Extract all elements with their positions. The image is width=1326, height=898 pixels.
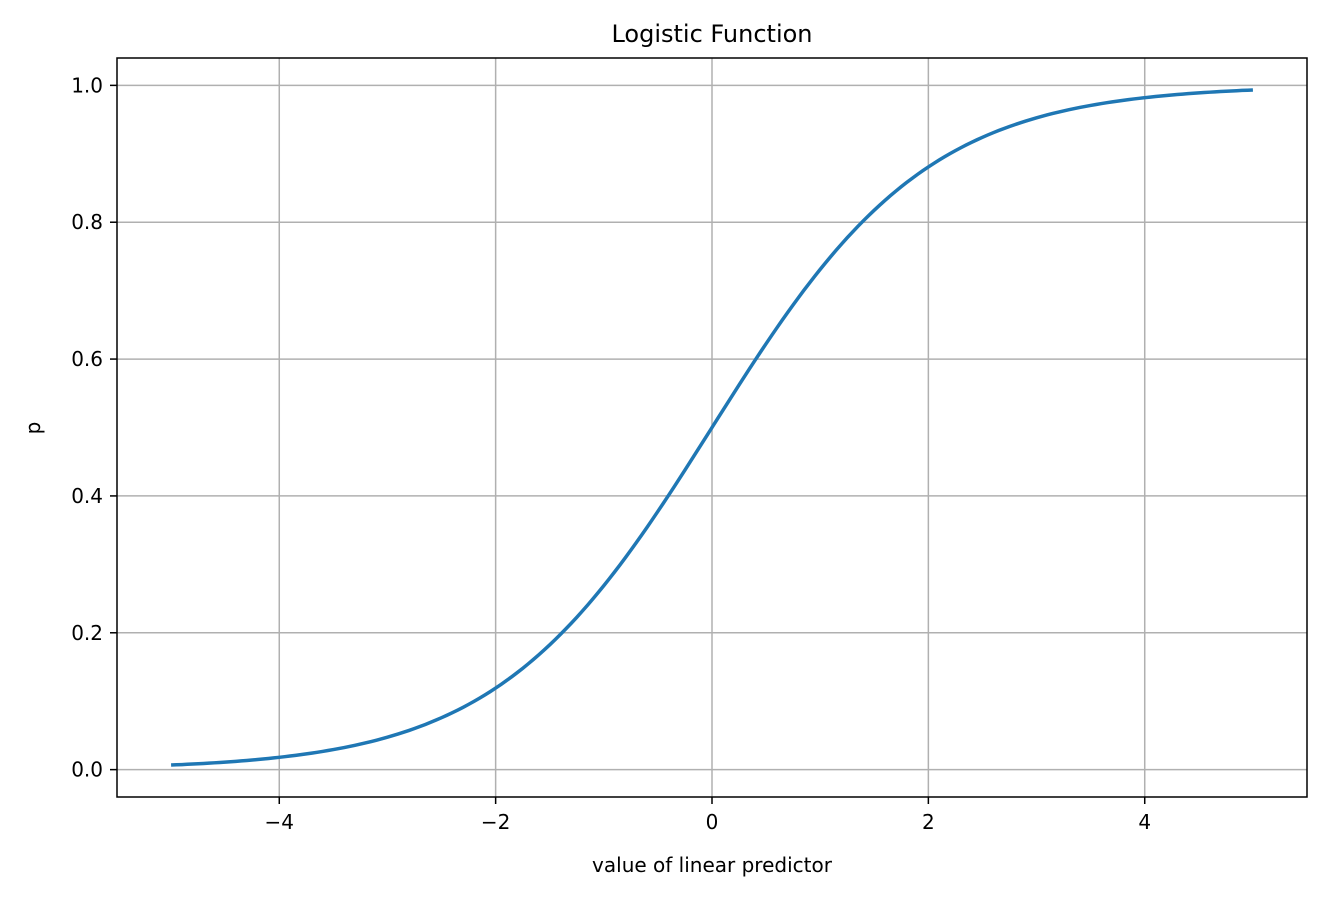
x-tick-label: −2 xyxy=(481,810,510,834)
x-tick-label: 0 xyxy=(706,810,719,834)
x-axis: −4 −2 0 2 4 xyxy=(265,797,1151,834)
x-axis-label: value of linear predictor xyxy=(592,853,833,877)
y-axis-label: p xyxy=(21,422,45,435)
series-line-0 xyxy=(171,88,1253,767)
y-axis: 0.0 0.2 0.4 0.6 0.8 1.0 xyxy=(71,73,117,782)
x-tick-label: 2 xyxy=(922,810,935,834)
y-tick-label: 0.0 xyxy=(71,758,103,782)
y-tick-label: 0.2 xyxy=(71,621,103,645)
x-tick-label: −4 xyxy=(265,810,294,834)
x-tick-label: 4 xyxy=(1138,810,1151,834)
chart-title: Logistic Function xyxy=(611,20,812,48)
y-tick-label: 0.6 xyxy=(71,347,103,371)
y-tick-label: 0.4 xyxy=(71,484,103,508)
series-group xyxy=(171,88,1253,767)
y-tick-label: 0.8 xyxy=(71,210,103,234)
y-tick-label: 1.0 xyxy=(71,73,103,97)
